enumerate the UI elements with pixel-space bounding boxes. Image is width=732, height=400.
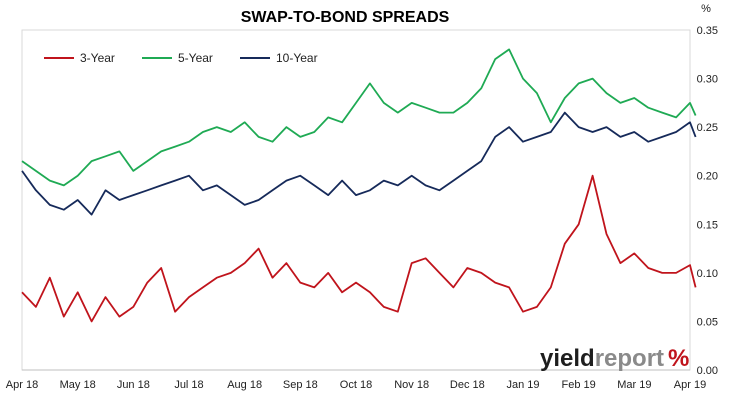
x-tick-label: Sep 18 [283,379,318,391]
y-axis-unit: % [701,3,711,15]
series-lines [21,48,697,323]
plot-area [21,29,691,371]
x-tick-label: Aug 18 [227,379,262,391]
x-tick-label: Jun 18 [117,379,150,391]
x-tick-label: Mar 19 [617,379,651,391]
y-tick-label: 0.30 [697,74,718,86]
series-line-5-year [21,48,697,187]
legend-label-3-year: 3-Year [80,51,115,65]
x-tick-label: Jan 19 [506,379,539,391]
logo-text: yieldreport [540,345,664,372]
legend-label-10-year: 10-Year [276,51,318,65]
y-tick-label: 0.25 [697,122,718,134]
x-tick-label: Apr 18 [6,379,38,391]
series-line-10-year [21,111,697,216]
x-tick-label: May 18 [60,379,96,391]
y-tick-label: 0.00 [697,365,718,377]
yieldreport-logo: yieldreport % [540,345,689,372]
y-tick-label: 0.10 [697,268,718,280]
y-tick-label: 0.20 [697,171,718,183]
y-tick-label: 0.35 [697,25,718,37]
x-tick-label: Oct 18 [340,379,372,391]
logo-percent-symbol: % [668,345,689,372]
x-axis-ticks: Apr 18 May 18 Jun 18 Jul 18 Aug 18 Sep 18 Oct … [6,379,706,391]
chart-title: SWAP-TO-BOND SPREADS [241,9,450,26]
logo-text-yield: yield [540,345,595,372]
legend-label-5-year: 5-Year [178,51,213,65]
x-tick-label: Apr 19 [674,379,706,391]
x-tick-label: Feb 19 [562,379,596,391]
x-tick-label: Jul 18 [174,379,203,391]
y-tick-label: 0.05 [697,316,718,328]
y-axis-ticks: 0.00 0.05 0.10 0.15 0.20 0.25 0.30 0.35 [697,25,718,377]
series-line-3-year [21,174,697,323]
legend: 3-Year 5-Year 10-Year [44,51,318,65]
plot-border [21,29,691,371]
x-tick-label: Nov 18 [394,379,429,391]
logo-text-report: report [595,345,664,372]
y-tick-label: 0.15 [697,219,718,231]
x-tick-label: Dec 18 [450,379,485,391]
